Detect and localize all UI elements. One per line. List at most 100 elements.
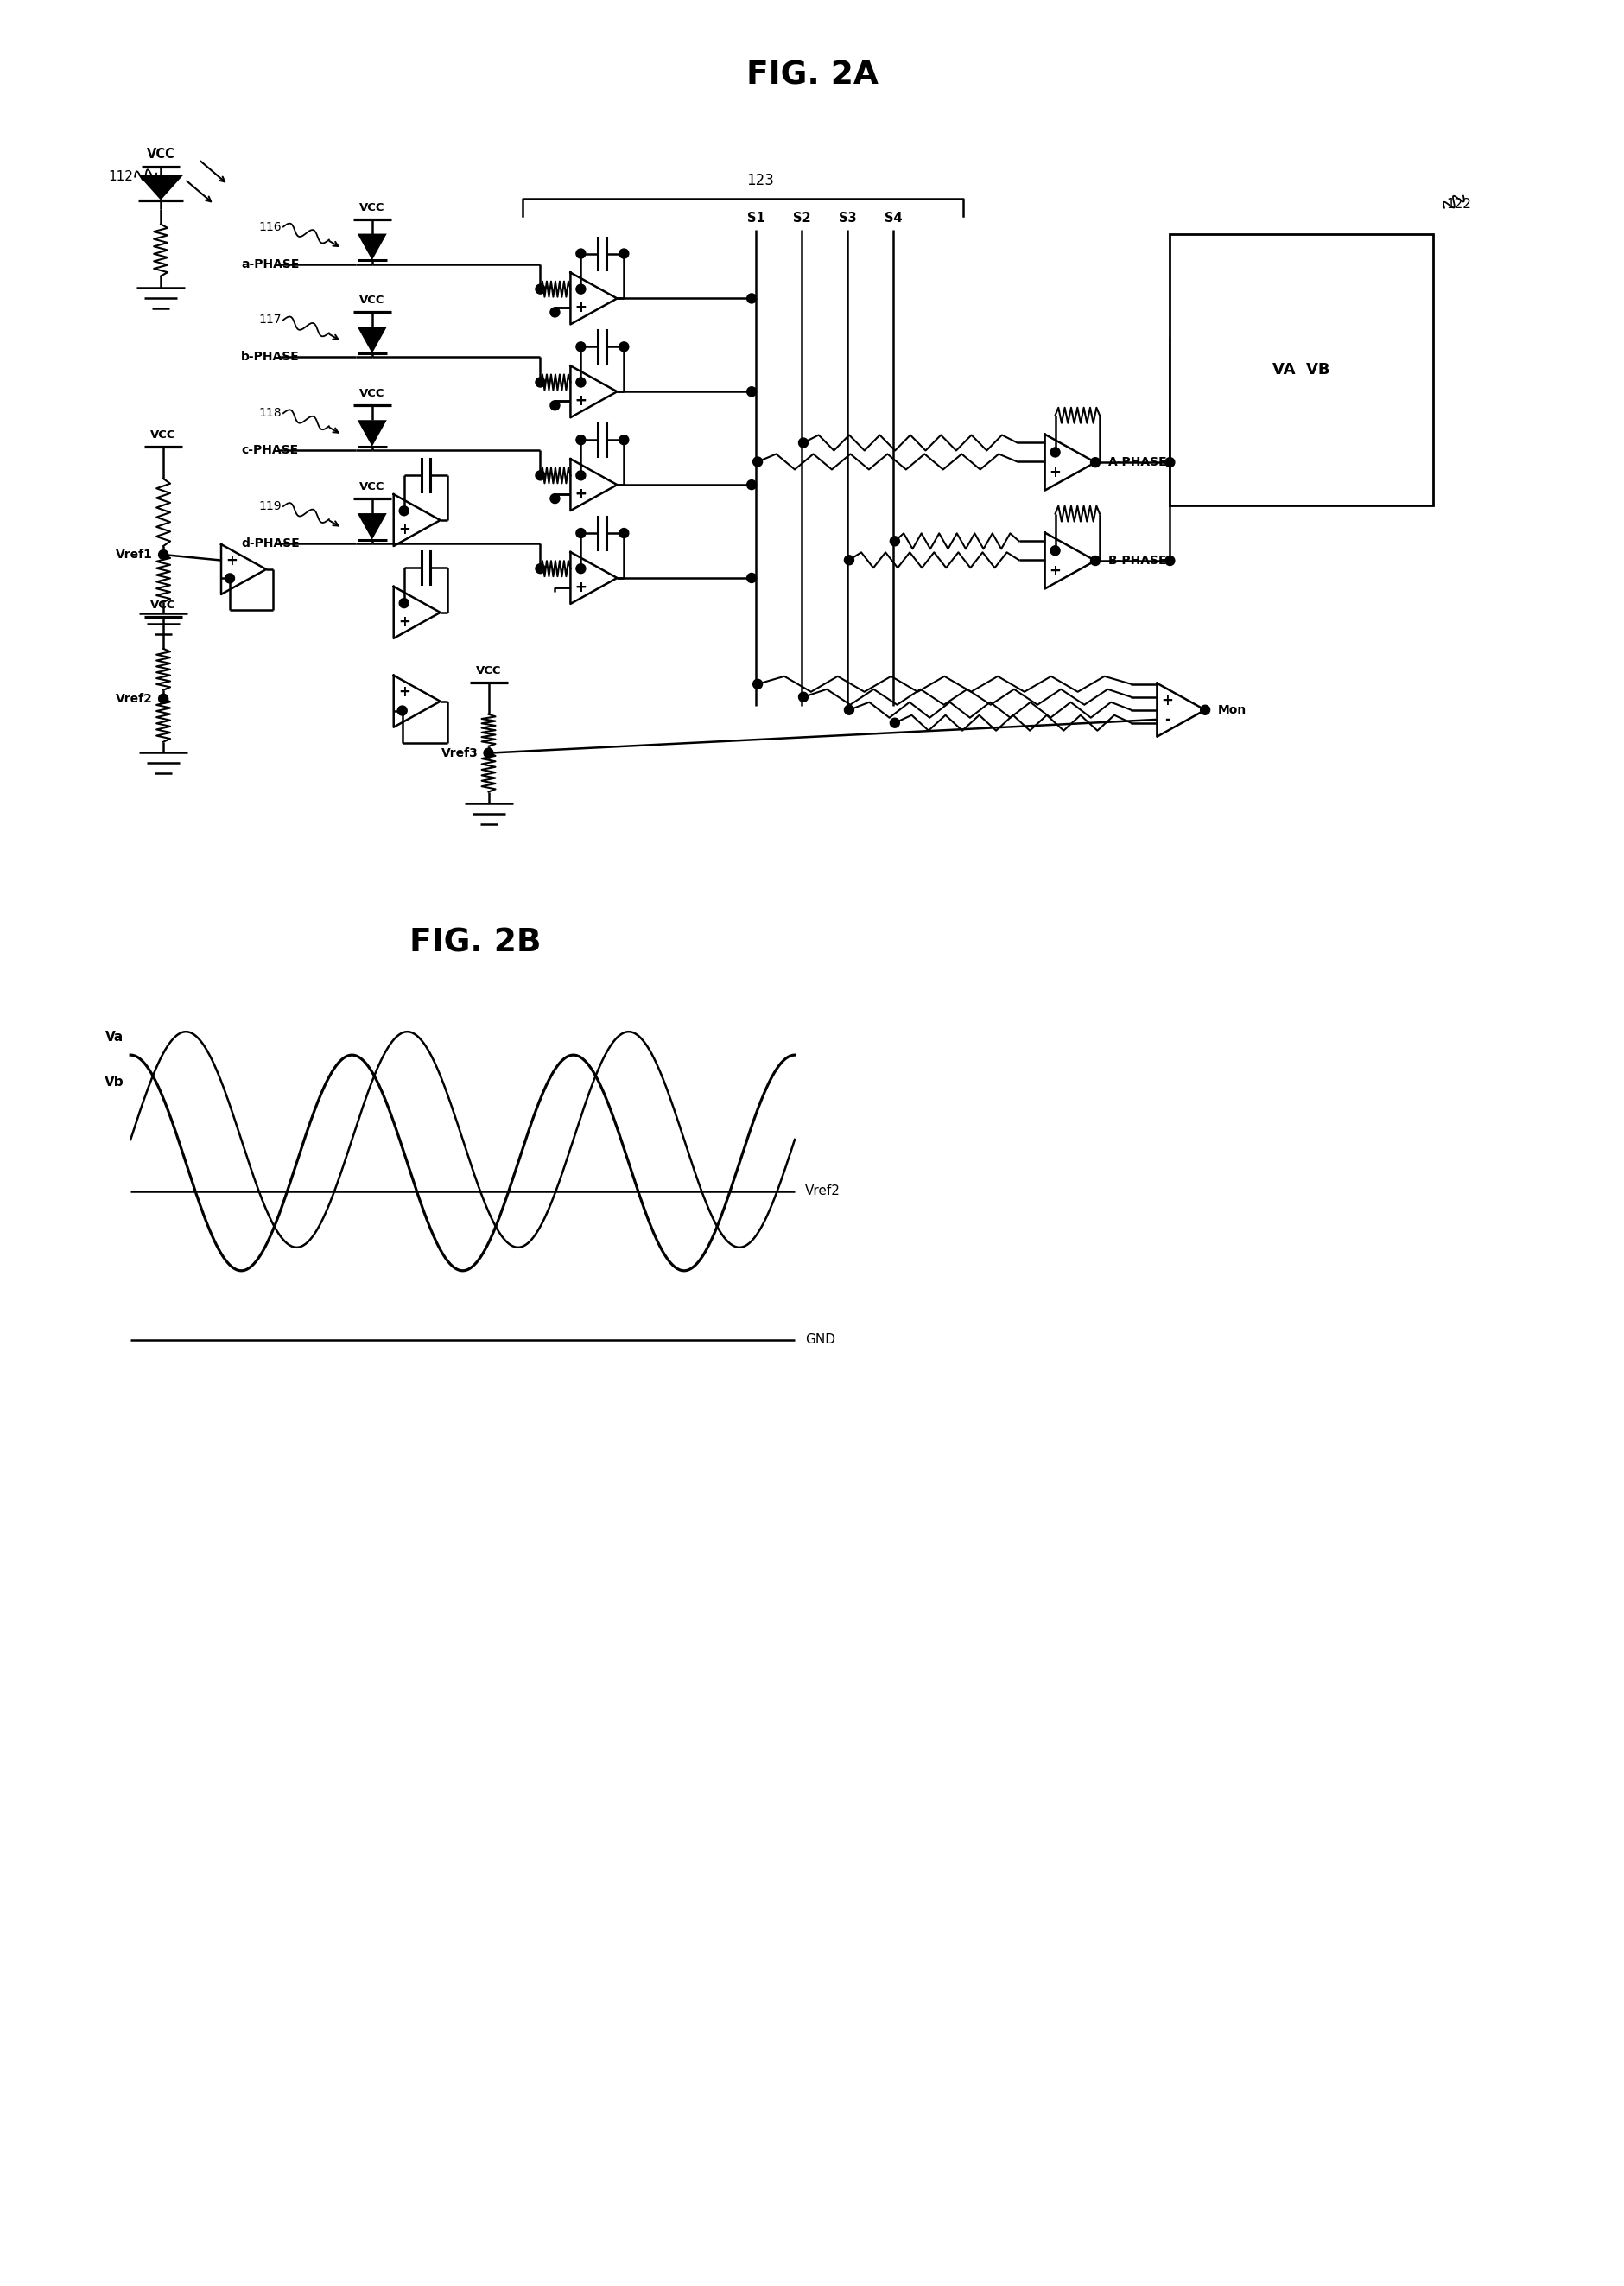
Text: +: + bbox=[398, 684, 409, 700]
Text: +: + bbox=[1161, 693, 1173, 709]
Circle shape bbox=[551, 309, 559, 318]
Text: c-PHASE: c-PHASE bbox=[240, 443, 297, 457]
Text: +: + bbox=[1049, 464, 1060, 480]
Text: 116: 116 bbox=[258, 222, 281, 233]
Circle shape bbox=[551, 400, 559, 409]
Text: FIG. 2B: FIG. 2B bbox=[409, 928, 541, 958]
Text: +: + bbox=[575, 578, 586, 594]
Text: +: + bbox=[575, 487, 586, 503]
Text: +: + bbox=[398, 615, 409, 629]
Text: VCC: VCC bbox=[359, 295, 385, 306]
Circle shape bbox=[619, 528, 628, 537]
Text: +: + bbox=[1049, 562, 1060, 578]
Text: 112: 112 bbox=[109, 171, 133, 183]
Bar bbox=[1169, 233, 1432, 505]
Text: 118: 118 bbox=[258, 407, 281, 418]
Text: +: + bbox=[575, 299, 586, 315]
Circle shape bbox=[536, 377, 544, 386]
Text: -: - bbox=[578, 281, 583, 297]
Circle shape bbox=[1200, 704, 1210, 716]
Circle shape bbox=[890, 718, 900, 727]
Text: +: + bbox=[575, 299, 586, 315]
Circle shape bbox=[752, 457, 762, 466]
Text: FIG. 2A: FIG. 2A bbox=[745, 59, 877, 91]
Text: VCC: VCC bbox=[151, 599, 175, 610]
Circle shape bbox=[890, 537, 900, 546]
Text: GND: GND bbox=[804, 1333, 835, 1346]
Text: S3: S3 bbox=[838, 210, 856, 224]
Text: -: - bbox=[401, 503, 406, 519]
Text: d-PHASE: d-PHASE bbox=[240, 537, 299, 549]
Circle shape bbox=[844, 704, 853, 716]
Polygon shape bbox=[138, 176, 184, 201]
Text: VCC: VCC bbox=[359, 482, 385, 491]
Text: +: + bbox=[398, 521, 409, 537]
Text: -: - bbox=[229, 572, 234, 585]
Circle shape bbox=[224, 574, 234, 583]
Circle shape bbox=[577, 565, 585, 574]
Polygon shape bbox=[357, 514, 387, 539]
Circle shape bbox=[400, 599, 409, 608]
Circle shape bbox=[484, 748, 494, 759]
Text: A-PHASE: A-PHASE bbox=[1108, 457, 1168, 469]
Text: 123: 123 bbox=[745, 171, 773, 187]
Text: -: - bbox=[578, 560, 583, 576]
Text: +: + bbox=[226, 553, 237, 569]
Text: -: - bbox=[1052, 542, 1057, 558]
Text: -: - bbox=[578, 375, 583, 391]
Text: -: - bbox=[578, 560, 583, 576]
Text: S4: S4 bbox=[883, 210, 901, 224]
Circle shape bbox=[551, 494, 559, 503]
Text: S2: S2 bbox=[793, 210, 810, 224]
Circle shape bbox=[747, 574, 755, 583]
Circle shape bbox=[619, 249, 628, 258]
Text: +: + bbox=[575, 393, 586, 409]
Circle shape bbox=[799, 439, 807, 448]
Circle shape bbox=[799, 693, 807, 702]
Text: Vref2: Vref2 bbox=[804, 1184, 840, 1198]
Text: +: + bbox=[575, 578, 586, 594]
Circle shape bbox=[1090, 457, 1099, 466]
Text: Mon: Mon bbox=[1218, 704, 1246, 716]
Circle shape bbox=[577, 377, 585, 386]
Text: 119: 119 bbox=[258, 501, 281, 512]
Polygon shape bbox=[357, 421, 387, 446]
Circle shape bbox=[536, 283, 544, 295]
Circle shape bbox=[1051, 448, 1059, 457]
Text: Vref2: Vref2 bbox=[115, 693, 153, 704]
Text: -: - bbox=[578, 281, 583, 297]
Text: -: - bbox=[1164, 711, 1169, 727]
Text: -: - bbox=[401, 702, 406, 718]
Circle shape bbox=[1164, 555, 1174, 565]
Text: B-PHASE: B-PHASE bbox=[1108, 555, 1166, 567]
Circle shape bbox=[536, 565, 544, 574]
Circle shape bbox=[1090, 555, 1099, 565]
Text: VCC: VCC bbox=[476, 665, 502, 677]
Text: -: - bbox=[578, 375, 583, 391]
Circle shape bbox=[747, 386, 755, 395]
Circle shape bbox=[159, 551, 167, 560]
Circle shape bbox=[577, 283, 585, 295]
Polygon shape bbox=[357, 327, 387, 354]
Circle shape bbox=[1051, 546, 1059, 555]
Text: +: + bbox=[575, 393, 586, 409]
Circle shape bbox=[398, 706, 408, 716]
Circle shape bbox=[577, 343, 585, 352]
Circle shape bbox=[159, 695, 167, 704]
Circle shape bbox=[619, 343, 628, 352]
Text: +: + bbox=[575, 487, 586, 503]
Circle shape bbox=[619, 434, 628, 446]
Text: b-PHASE: b-PHASE bbox=[240, 352, 299, 363]
Text: -: - bbox=[1052, 443, 1057, 459]
Text: Vref1: Vref1 bbox=[115, 549, 153, 560]
Circle shape bbox=[577, 434, 585, 446]
Circle shape bbox=[400, 505, 409, 517]
Circle shape bbox=[577, 528, 585, 537]
Text: Vb: Vb bbox=[104, 1074, 123, 1088]
Polygon shape bbox=[357, 233, 387, 261]
Text: VA  VB: VA VB bbox=[1272, 361, 1330, 377]
Text: -: - bbox=[578, 469, 583, 482]
Circle shape bbox=[747, 480, 755, 489]
Text: VCC: VCC bbox=[359, 389, 385, 400]
Text: VCC: VCC bbox=[146, 149, 175, 160]
